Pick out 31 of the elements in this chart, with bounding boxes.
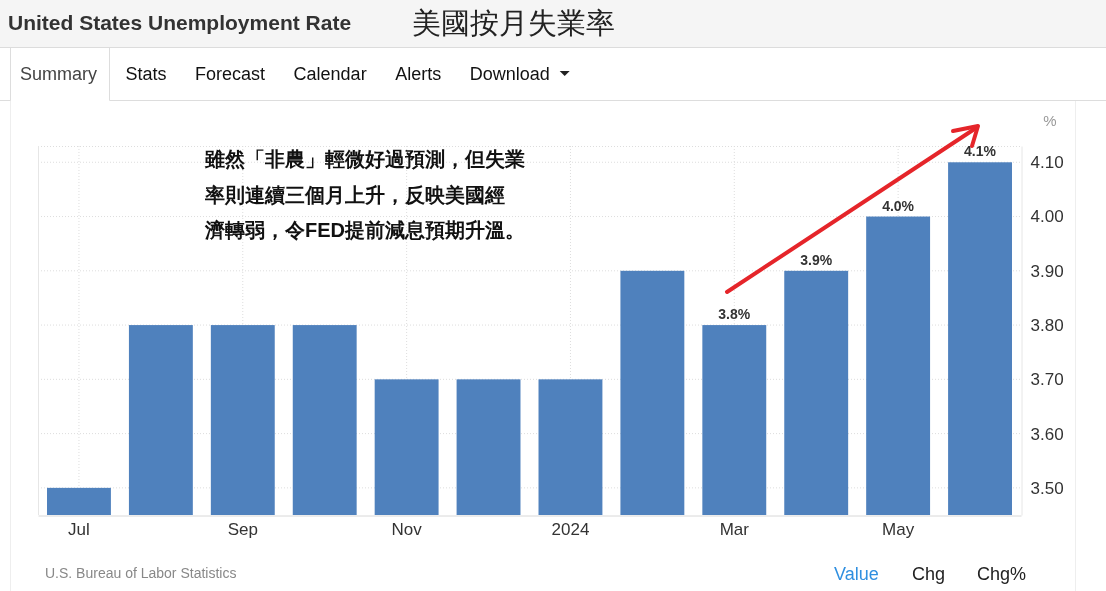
- x-tick-label: Mar: [719, 519, 750, 539]
- text: Alerts: [395, 64, 442, 84]
- y-tick-label: 4.00: [1030, 207, 1064, 227]
- x-tick-label: Sep: [227, 519, 258, 539]
- y-tick-label: 3.90: [1030, 261, 1064, 281]
- text: Value: [834, 564, 879, 584]
- text: Chg%: [977, 564, 1027, 584]
- y-tick-label: 4.10: [1030, 153, 1064, 173]
- text: Calendar: [293, 64, 367, 84]
- x-tick-label: Nov: [391, 519, 423, 539]
- text: Download: [469, 64, 550, 84]
- y-tick-label: 3.50: [1030, 478, 1064, 498]
- data-label: 4.0%: [882, 197, 915, 214]
- y-axis-title: %: [1043, 112, 1057, 129]
- chart-title: United States Unemployment Rate: [8, 11, 352, 34]
- y-tick-label: 3.60: [1030, 424, 1064, 444]
- x-tick-label: May: [882, 519, 915, 539]
- y-tick-label: 3.70: [1030, 370, 1064, 390]
- text: Forecast: [195, 64, 266, 84]
- x-tick-label: 2024: [551, 519, 590, 539]
- data-label: 3.8%: [718, 306, 751, 323]
- annotation: 雖然「非農」輕微好過預測，但失業率則連續三個月上升，反映美國經濟轉弱，令FED提前減息預期升溫。: [204, 148, 525, 241]
- text: Stats: [125, 64, 167, 84]
- x-tick-label: Jul: [68, 519, 90, 539]
- text: Chg: [912, 564, 946, 584]
- data-label: 4.1%: [964, 143, 997, 160]
- chart-subtitle: 美國按月失業率: [412, 7, 615, 39]
- text: U.S. Bureau of Labor Statistics: [45, 565, 237, 581]
- text: Summary: [20, 64, 98, 84]
- data-label: 3.9%: [800, 251, 833, 268]
- y-tick-label: 3.80: [1030, 316, 1064, 336]
